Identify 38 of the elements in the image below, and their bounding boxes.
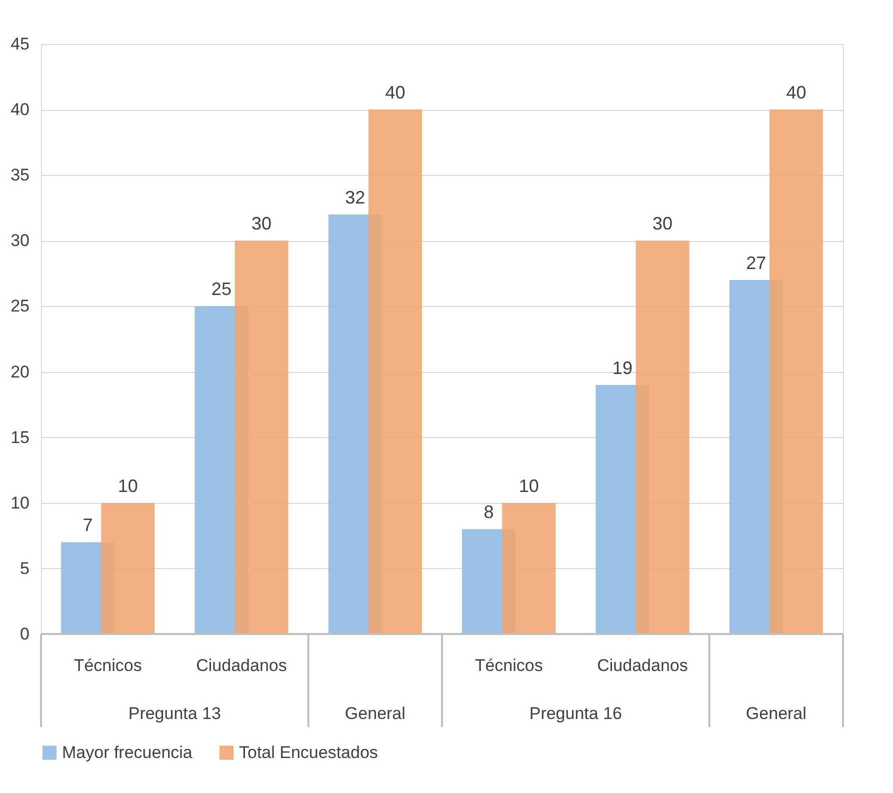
bar	[502, 502, 556, 634]
y-tick-label: 25	[10, 296, 30, 316]
x-tick-label: Ciudadanos	[196, 656, 287, 675]
text: Pregunta 16	[529, 704, 622, 723]
data-label: 30	[252, 214, 272, 234]
data-label: 8	[484, 502, 494, 522]
data-label: 27	[746, 253, 766, 273]
bar	[769, 110, 823, 634]
x-tick-label: Ciudadanos	[597, 656, 688, 675]
data-label: 40	[786, 82, 806, 103]
y-tick-label: 35	[10, 166, 30, 185]
bar	[234, 240, 288, 634]
y-tick-label: 45	[10, 34, 30, 54]
data-label: 10	[518, 476, 539, 496]
data-label: 25	[211, 279, 232, 300]
data-label: 10	[118, 476, 138, 496]
x-tick-label: Técnicos	[474, 656, 543, 675]
y-tick-label: 15	[10, 428, 30, 447]
data-label: 7	[82, 515, 93, 536]
legend-label: Total Encuestados	[239, 742, 378, 762]
bar	[101, 502, 155, 634]
data-label: 30	[652, 214, 673, 234]
y-tick-label: 10	[10, 493, 30, 512]
text: General	[746, 704, 806, 723]
data-label: 40	[385, 82, 406, 103]
text: Pregunta 13	[128, 704, 221, 723]
y-tick-label: 40	[10, 100, 30, 120]
legend-label: Mayor frecuencia	[62, 742, 193, 762]
data-label: 32	[345, 187, 366, 208]
bar	[368, 110, 422, 634]
bar	[636, 240, 690, 634]
y-tick-label: 30	[10, 231, 30, 250]
y-tick-label: 20	[10, 362, 30, 382]
x-tick-label: Técnicos	[74, 656, 142, 675]
y-tick-label: 0	[20, 624, 30, 644]
text: General	[344, 704, 406, 723]
data-label: 19	[612, 358, 632, 378]
y-tick-label: 5	[20, 558, 30, 578]
